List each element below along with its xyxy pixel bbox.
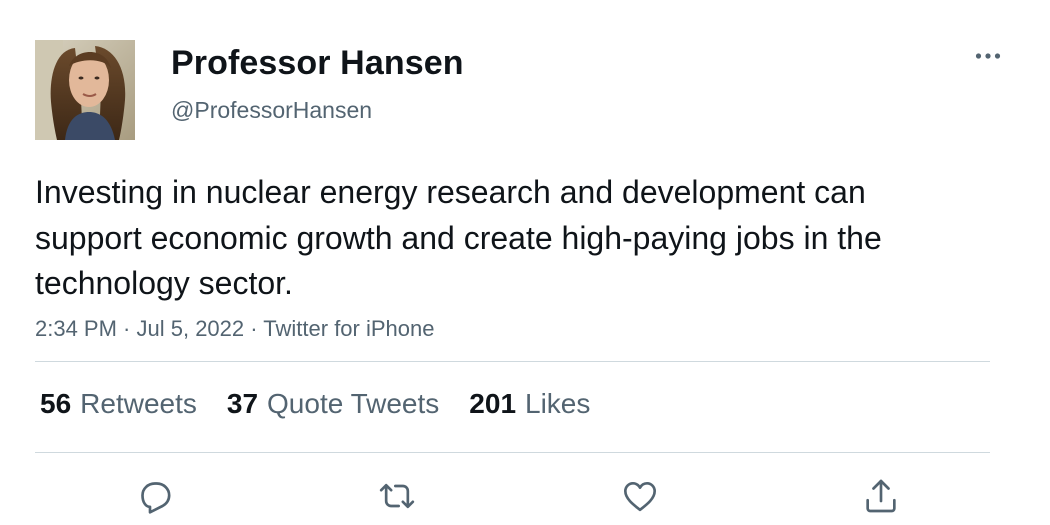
retweets-label: Retweets: [80, 388, 197, 419]
retweet-icon: [379, 483, 415, 509]
tweet-source[interactable]: Twitter for iPhone: [263, 316, 435, 341]
user-handle[interactable]: @ProfessorHansen: [171, 97, 373, 123]
divider: [35, 361, 990, 362]
more-icon: [975, 53, 1001, 59]
tweet-text: Investing in nuclear energy research and…: [35, 174, 882, 301]
likes-label: Likes: [525, 388, 591, 419]
quote-tweets-count: 37: [226, 388, 259, 419]
retweets-count: 56: [40, 388, 72, 419]
reply-button[interactable]: [133, 474, 177, 518]
display-name[interactable]: Professor Hansen: [171, 44, 464, 82]
likes-count: 201: [469, 388, 517, 419]
quote-tweets-stat[interactable]: 37 Quote Tweets: [227, 388, 439, 420]
tweet-date[interactable]: Jul 5, 2022: [136, 316, 245, 341]
reply-icon: [141, 482, 171, 514]
profile-photo-icon: [35, 40, 135, 140]
retweet-button[interactable]: [375, 474, 419, 518]
likes-stat[interactable]: 201 Likes: [469, 388, 590, 420]
tweet-stats: 56 Retweets 37 Quote Tweets 201 Likes: [40, 388, 620, 420]
retweets-stat[interactable]: 56 Retweets: [40, 388, 197, 420]
share-button[interactable]: [859, 474, 903, 518]
heart-icon: [624, 482, 656, 512]
quote-tweets-label: Quote Tweets: [267, 388, 440, 419]
avatar[interactable]: [35, 40, 135, 140]
tweet-time[interactable]: 2:34 PM: [35, 316, 117, 341]
meta-separator: ·: [244, 316, 264, 341]
divider: [35, 452, 990, 453]
tweet-meta: 2:34 PM · Jul 5, 2022 · Twitter for iPho…: [35, 316, 434, 342]
meta-separator: ·: [116, 316, 137, 341]
share-icon: [866, 479, 896, 513]
like-button[interactable]: [618, 474, 662, 518]
more-options-button[interactable]: [968, 40, 1008, 72]
